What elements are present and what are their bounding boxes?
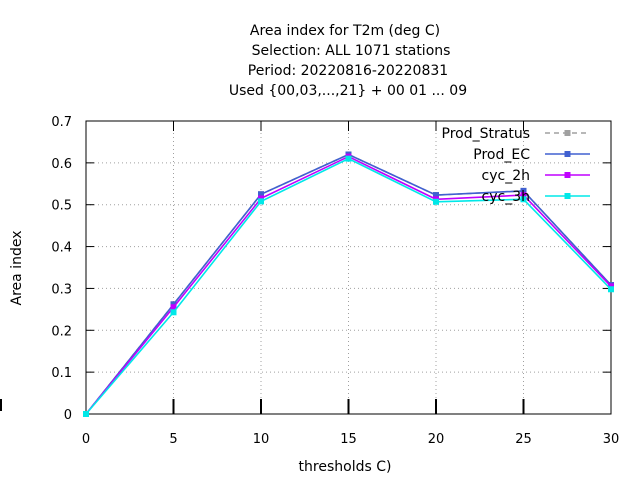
legend-entry: cyc_2h [482,168,590,184]
legend-marker [564,130,571,136]
y-tick-label: 0.1 [51,366,72,381]
legend-entry: Prod_EC [473,147,590,163]
x-tick-label: 5 [169,432,177,447]
x-tick-label: 30 [603,432,620,447]
data-point [608,286,614,293]
data-point [258,198,264,205]
plot-frame [85,120,612,415]
legend-entry: cyc_3h [482,189,590,205]
data-point [520,187,527,194]
x-tick-mark [172,399,175,414]
y-tick-label: 0 [64,408,72,423]
legend-marker [564,193,571,199]
x-tick-mark [522,399,525,414]
grid [86,121,611,414]
y-tick-label: 0.4 [51,241,72,256]
legend-label: cyc_3h [482,189,530,205]
data-point [170,309,177,316]
y-tick-label: 0.2 [51,324,72,339]
x-tick-label: 10 [253,432,270,447]
x-tick-mark [347,399,350,414]
y-tick-label: 0.3 [51,282,72,297]
title-line-2: Selection: ALL 1071 stations [252,43,451,59]
legend-marker [564,172,571,178]
data-point [345,155,352,162]
left-edge-mark [0,399,2,411]
data-point [433,198,439,205]
data-point [170,304,177,311]
x-tick-label: 20 [428,432,445,447]
legend: Prod_Stratus Prod_EC cyc_2h cyc_3h [442,126,590,205]
data-point [520,196,527,203]
y-tick-label: 0.5 [51,199,72,214]
legend-label: cyc_2h [482,168,530,184]
y-axis-label: Area index [9,231,25,306]
data-point [520,192,527,199]
series-lines [83,151,614,417]
x-tick-label: 25 [515,432,532,447]
title-line-1: Area index for T2m (deg C) [250,23,440,39]
legend-marker [564,151,571,157]
y-tick-label: 0.6 [51,157,72,172]
y-tick-label: 0.7 [51,115,72,130]
data-point [83,411,89,417]
x-axis-label: thresholds C) [299,459,392,475]
x-tick-label: 0 [82,432,90,447]
legend-label: Prod_Stratus [442,126,530,142]
legend-label: Prod_EC [473,147,530,163]
data-point [433,192,439,199]
series-cyc_3h [83,155,614,417]
legend-entry: Prod_Stratus [442,126,590,142]
chart-title: Area index for T2m (deg C) Selection: AL… [229,23,467,99]
title-line-3: Period: 20220816-20220831 [248,63,448,79]
title-line-4: Used {00,03,...,21} + 00 01 ... 09 [229,83,467,99]
data-point [258,191,264,198]
x-tick-mark [260,399,262,414]
x-tick-label: 15 [340,432,357,447]
axis-ticks: 0 5 10 15 20 25 30 0 0.1 0.2 0.3 0.4 0.5 0.6 0.7 [51,115,619,447]
x-tick-mark [435,399,437,414]
